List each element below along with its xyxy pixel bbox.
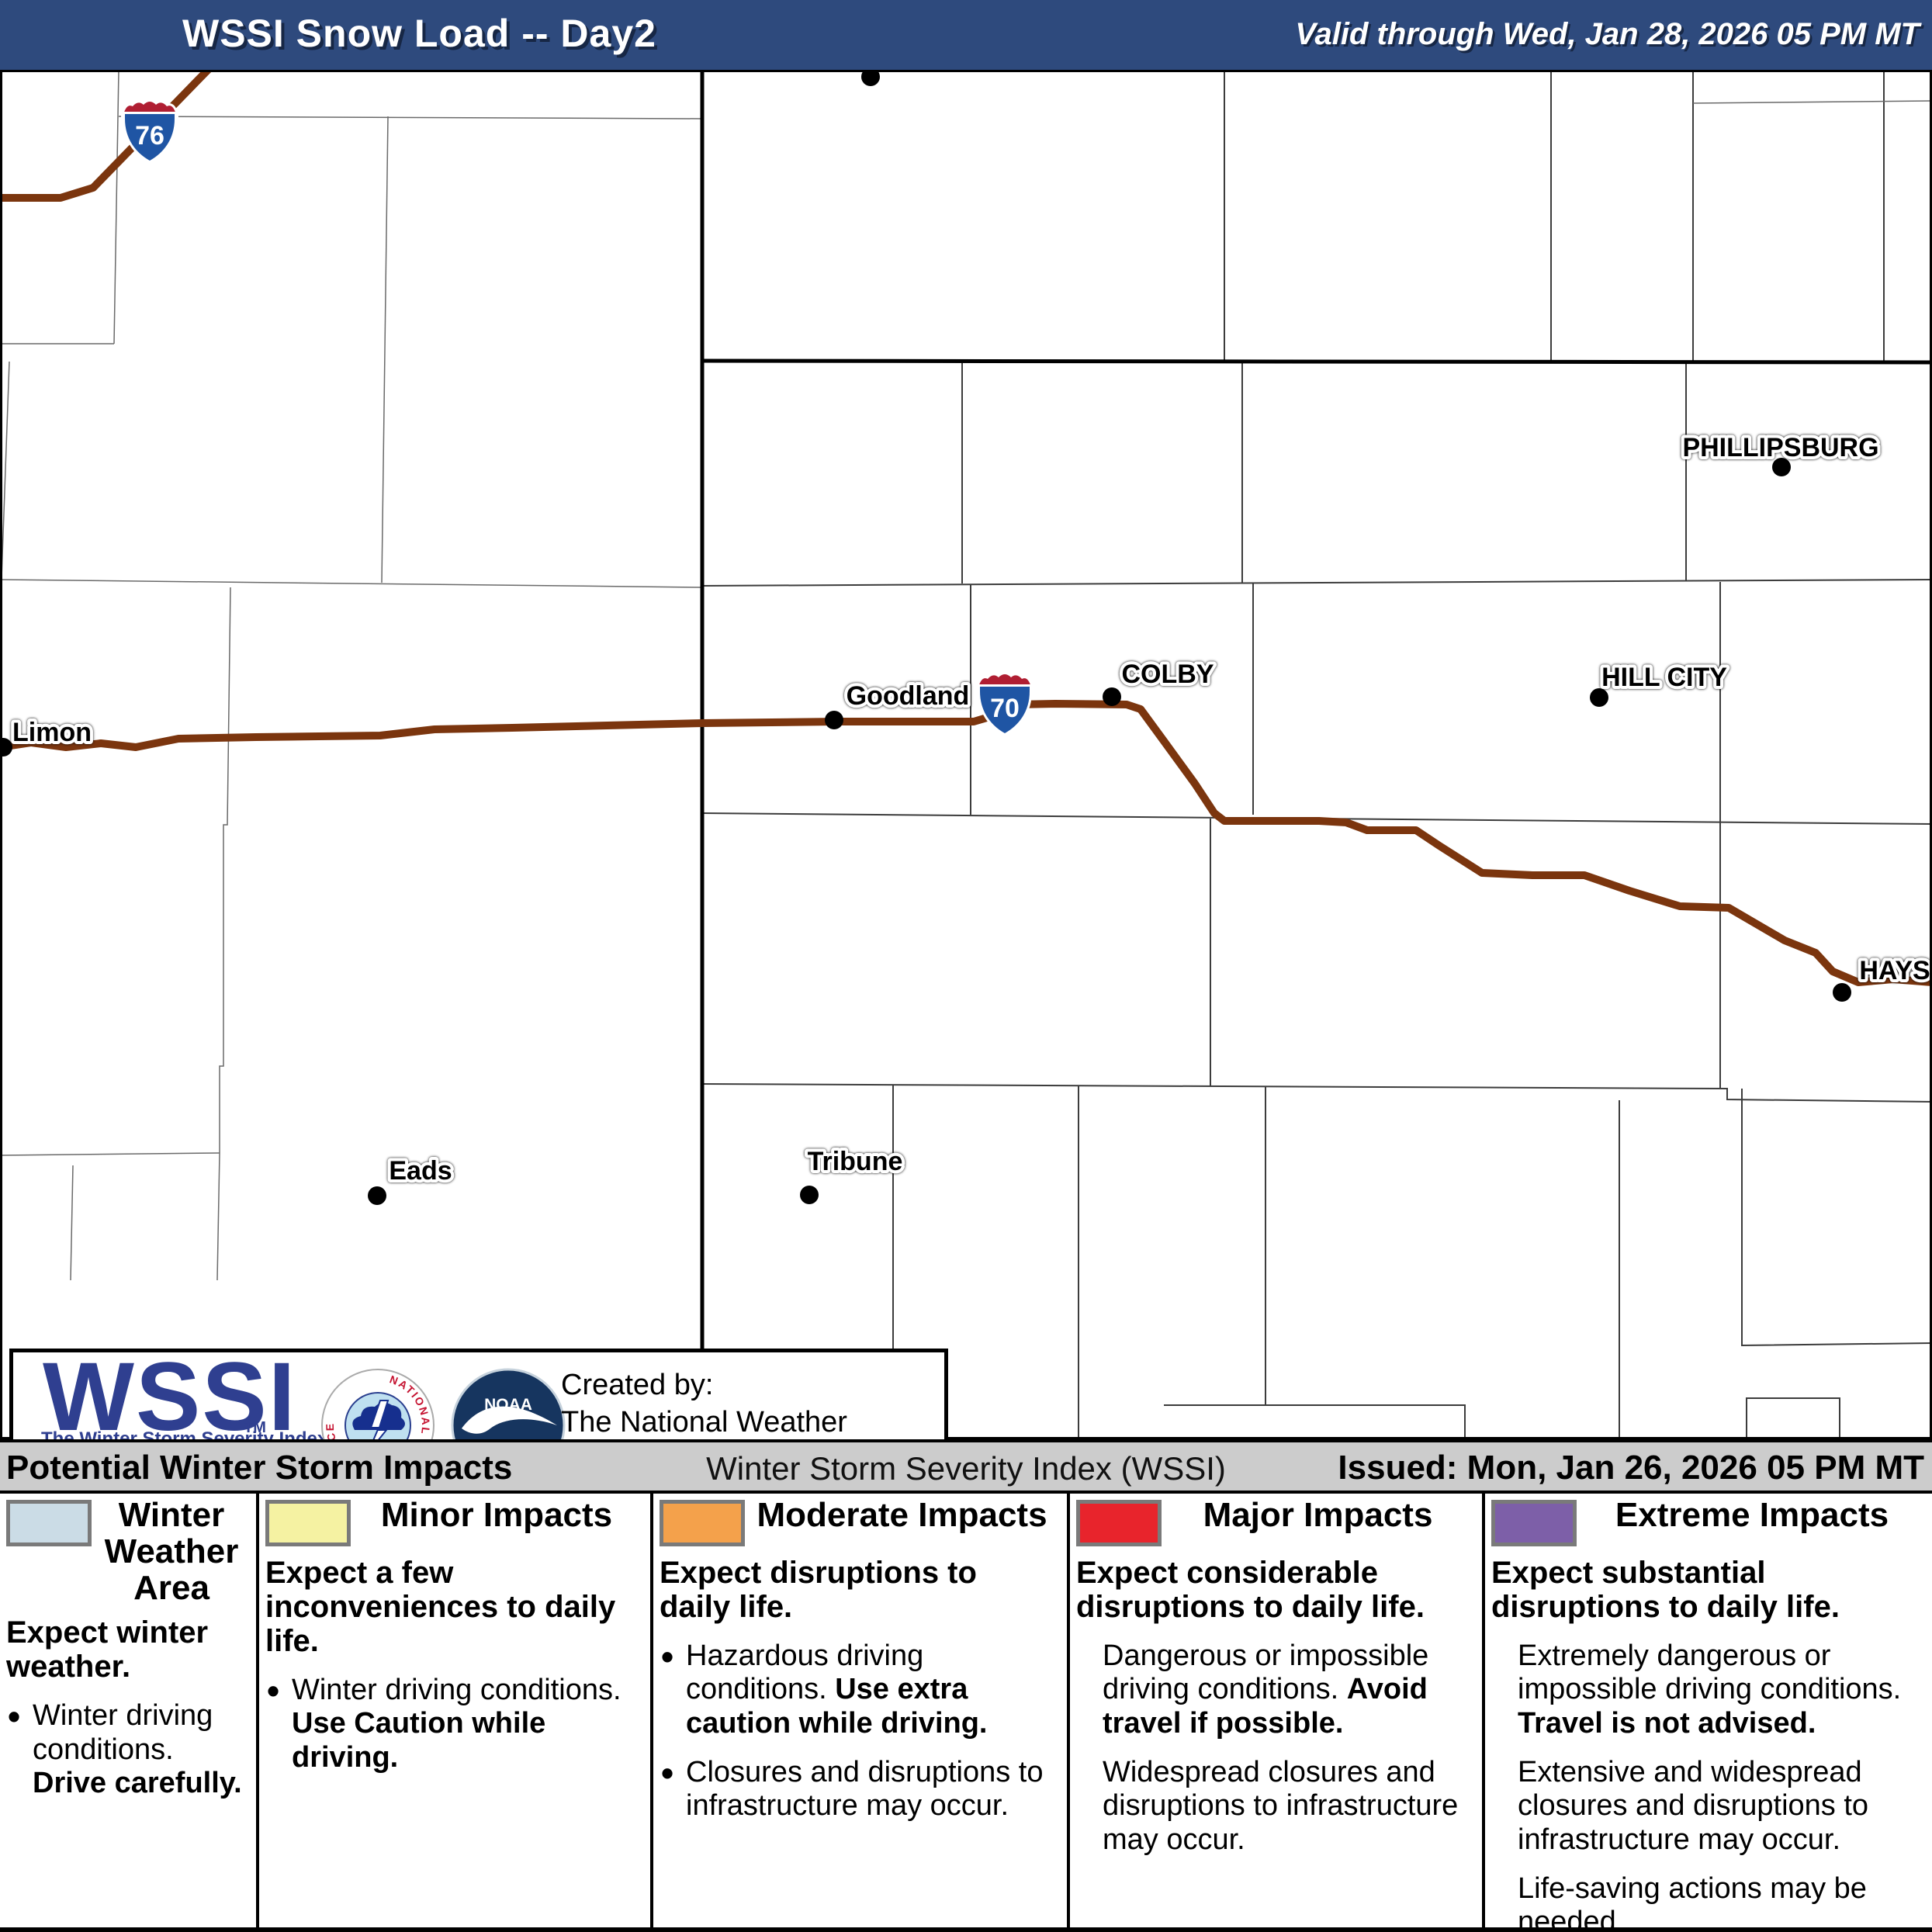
legend-item: Life-saving actions may be needed. xyxy=(1491,1872,1927,1932)
legend-item-text: Extensive and widespread closures and di… xyxy=(1518,1755,1869,1856)
major-impacts-items: Dangerous or impossible driving conditio… xyxy=(1076,1639,1474,1857)
legend-item-text: Winter driving conditions. xyxy=(292,1674,621,1706)
issued-timestamp: Issued: Mon, Jan 26, 2026 05 PM MT xyxy=(1338,1449,1924,1487)
city-label-limon: Limon xyxy=(12,718,92,747)
legend-item-bold-text: Travel is not advised. xyxy=(1518,1706,1816,1740)
city-label-hill-city: HILL CITY xyxy=(1601,663,1727,692)
city-dot-phillipsburg xyxy=(1772,458,1791,476)
legend-item-text: Widespread closures and disruptions to i… xyxy=(1103,1755,1459,1856)
winter-weather-items: Winter driving conditions. Drive careful… xyxy=(6,1696,251,1800)
county-lines-nebraska xyxy=(1224,70,1932,361)
legend-item: Extensive and widespread closures and di… xyxy=(1491,1756,1927,1857)
extreme-impacts-title: Extreme Impacts xyxy=(1615,1496,1889,1534)
i70-shield-number: 70 xyxy=(990,694,1020,723)
city-dot-eads xyxy=(368,1186,386,1205)
interstate-76-shield: 76 xyxy=(121,99,178,164)
legend-item: Winter driving conditions. Use Caution w… xyxy=(265,1671,642,1774)
city-label-tribune: Tribune xyxy=(808,1147,903,1176)
extreme-impacts-swatch xyxy=(1491,1500,1577,1546)
legend-item: Closures and disruptions to infrastructu… xyxy=(660,1753,1059,1823)
minor-impacts-title: Minor Impacts xyxy=(380,1496,613,1534)
page-title: WSSI Snow Load -- Day2 xyxy=(182,12,656,55)
legend-item-text: Extremely dangerous or impossible drivin… xyxy=(1518,1639,1902,1706)
interstate-roads xyxy=(0,66,1932,986)
map-svg: 76 70 Limon Goodland COLBY PHILLIPSBURG HILL… xyxy=(0,66,1932,1439)
winter-weather-title: Winter Weather Area xyxy=(104,1496,239,1608)
legend-separator-2 xyxy=(650,1494,653,1927)
legend-item-text: Life-saving actions may be needed. xyxy=(1518,1871,1867,1932)
moderate-impacts-intro: Expect disruptions to daily life. xyxy=(660,1556,977,1624)
legend-bar-left-text: Potential Winter Storm Impacts xyxy=(6,1449,513,1487)
city-label-phillipsburg: PHILLIPSBURG xyxy=(1682,433,1878,462)
minor-impacts-items: Winter driving conditions. Use Caution w… xyxy=(265,1671,642,1774)
impact-map: 76 70 Limon Goodland COLBY PHILLIPSBURG HILL… xyxy=(0,66,1932,1513)
legend-column-winter-weather: Winter Weather Area Expect winter weathe… xyxy=(0,1494,256,1927)
legend-item-text: Winter driving conditions. xyxy=(33,1699,213,1766)
legend-item: Hazardous driving conditions. Use extra … xyxy=(660,1636,1059,1740)
created-by-line1: Created by: xyxy=(561,1369,714,1401)
valid-through-text: Valid through Wed, Jan 28, 2026 05 PM MT xyxy=(1295,17,1920,51)
major-impacts-intro: Expect considerable disruptions to daily… xyxy=(1076,1556,1425,1624)
legend-item: Widespread closures and disruptions to i… xyxy=(1076,1756,1474,1857)
city-label-goodland: Goodland xyxy=(847,681,970,711)
extreme-impacts-intro: Expect substantial disruptions to daily … xyxy=(1491,1556,1840,1624)
minor-impacts-intro: Expect a few inconveniences to daily lif… xyxy=(265,1556,616,1658)
winter-weather-intro: Expect winter weather. xyxy=(6,1615,209,1684)
city-layer: Limon Goodland COLBY PHILLIPSBURG HILL CITY H… xyxy=(0,68,1932,1205)
city-dot-colby xyxy=(1103,687,1121,706)
legend-item: Winter driving conditions. Drive careful… xyxy=(6,1696,251,1800)
wssi-wordmark: WSSI xyxy=(43,1343,297,1451)
state-borders xyxy=(700,70,1932,1439)
interstate-70-shield: 70 xyxy=(976,672,1034,736)
trademark-symbol: TM xyxy=(244,1419,266,1436)
legend-item: Extremely dangerous or impossible drivin… xyxy=(1491,1639,1927,1740)
legend-column-minor: Minor Impacts Expect a few inconvenience… xyxy=(259,1494,647,1927)
map-frame xyxy=(0,70,1932,1439)
city-dot-hill-city xyxy=(1590,688,1608,707)
legend-separator-4 xyxy=(1482,1494,1485,1927)
legend-column-extreme: Extreme Impacts Expect substantial disru… xyxy=(1485,1494,1932,1932)
major-impacts-title: Major Impacts xyxy=(1203,1496,1433,1534)
county-lines-kansas xyxy=(701,362,1932,1439)
legend-separator-1 xyxy=(256,1494,259,1927)
minor-impacts-swatch xyxy=(265,1500,351,1546)
major-impacts-swatch xyxy=(1076,1500,1162,1546)
city-dot-goodland xyxy=(825,711,843,729)
legend-separator-3 xyxy=(1067,1494,1070,1927)
legend-item-bold-text: Use extra caution while driving. xyxy=(686,1673,988,1740)
i76-road xyxy=(0,66,212,202)
moderate-impacts-items: Hazardous driving conditions. Use extra … xyxy=(660,1636,1059,1823)
city-dot-limon xyxy=(0,738,12,757)
county-lines-colorado xyxy=(0,69,703,1281)
moderate-impacts-title: Moderate Impacts xyxy=(757,1496,1047,1534)
city-dot-unlabeled xyxy=(861,68,880,86)
legend-column-major: Major Impacts Expect considerable disrup… xyxy=(1070,1494,1479,1927)
winter-weather-swatch xyxy=(6,1500,92,1546)
i70-road xyxy=(0,700,1932,986)
city-label-hays: HAYS xyxy=(1859,956,1930,985)
i76-shield-number: 76 xyxy=(135,121,164,151)
extreme-impacts-items: Extremely dangerous or impossible drivin… xyxy=(1491,1639,1927,1932)
moderate-impacts-swatch xyxy=(660,1500,745,1546)
legend-column-moderate: Moderate Impacts Expect disruptions to d… xyxy=(653,1494,1064,1927)
legend-columns: Winter Weather Area Expect winter weathe… xyxy=(0,1494,1932,1932)
bottom-border xyxy=(0,1927,1932,1932)
city-label-colby: COLBY xyxy=(1122,660,1214,689)
city-label-eads: Eads xyxy=(389,1156,452,1186)
legend-item-text: Hazardous driving conditions. xyxy=(686,1639,924,1706)
legend-item: Dangerous or impossible driving conditio… xyxy=(1076,1639,1474,1740)
legend-item-bold-text: Use Caution while driving. xyxy=(292,1707,546,1774)
legend-title-bar: Winter Storm Severity Index (WSSI) Poten… xyxy=(0,1439,1932,1494)
legend-bar-center-text: Winter Storm Severity Index (WSSI) xyxy=(706,1450,1226,1487)
legend-item-text: Closures and disruptions to infrastructu… xyxy=(686,1755,1044,1823)
title-bar: WSSI Snow Load -- Day2 Valid through Wed… xyxy=(0,0,1932,70)
legend-item-bold-text: Drive carefully. xyxy=(33,1766,242,1799)
city-dot-hays xyxy=(1833,983,1851,1002)
legend-item-bold-text: Avoid travel if possible. xyxy=(1103,1673,1428,1740)
legend-item-text: Dangerous or impossible driving conditio… xyxy=(1103,1639,1429,1706)
city-dot-tribune xyxy=(800,1186,819,1204)
